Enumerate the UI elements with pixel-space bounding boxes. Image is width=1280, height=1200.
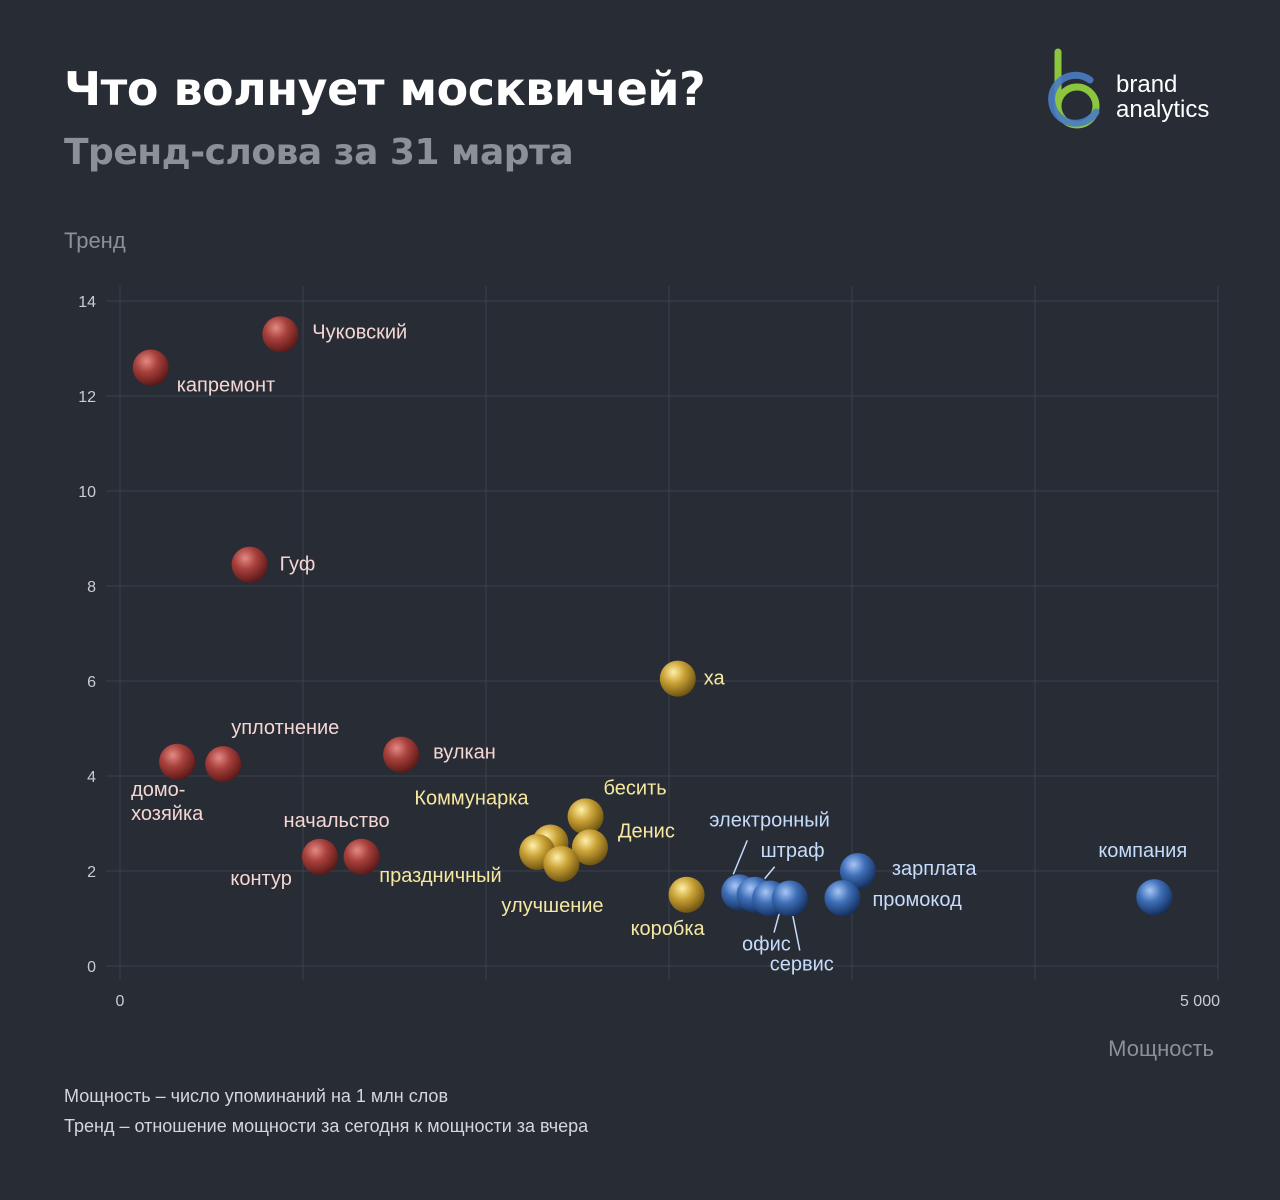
data-point-red [343,838,380,875]
data-label: контур [230,868,291,890]
data-point-red [159,743,196,780]
data-point-yellow [659,660,696,697]
data-point-blue [771,880,808,917]
data-point-yellow [567,798,604,835]
data-point-red [383,736,420,773]
data-label: ха [704,668,726,690]
data-label: промокод [872,889,962,911]
points [132,316,1173,917]
data-point-red [231,546,268,583]
data-label: праздничный [379,865,501,887]
data-point-red [132,349,169,386]
leader-line [773,910,781,933]
note-power: Мощность – число упоминаний на 1 млн сло… [64,1086,449,1106]
leader-line [732,840,748,875]
data-label: Денис [618,820,675,842]
grid [106,286,1219,980]
data-point-yellow [543,845,580,882]
data-label: капремонт [177,375,275,397]
data-label: уплотнение [231,717,339,739]
data-label: Чуковский [312,321,407,343]
data-point-yellow [668,876,705,913]
data-label: сервис [770,954,834,976]
data-label: коробка [631,918,706,940]
logo-line-1: brand [1116,71,1178,98]
data-point-blue [824,880,861,917]
data-label: вулкан [433,742,496,764]
page-subtitle: Тренд-слова за 31 марта [64,132,574,173]
y-tick-label: 0 [87,959,96,976]
data-label: компания [1098,840,1187,862]
leader-line [764,866,776,880]
brand-analytics-logo-icon [1048,48,1100,129]
data-point-blue [1136,879,1173,916]
y-tick-label: 10 [78,484,96,501]
data-label: бесить [604,777,667,799]
data-label: зарплата [892,858,978,880]
data-point-blue [839,853,876,889]
data-label: Гуф [280,554,316,576]
data-label: электронный [709,809,830,831]
data-label: штраф [761,840,825,862]
x-tick-label: 0 [116,993,125,1010]
logo-text: brand analytics [1116,72,1209,122]
ticks: 0 2 4 6 8 10 12 14 0 5 000 [78,294,1220,1010]
logo-line-2: analytics [1116,96,1210,123]
leader-lines [732,840,801,951]
data-label: улучшение [501,895,603,917]
x-axis-title: Мощность [1108,1036,1214,1061]
note-trend: Тренд – отношение мощности за сегодня к … [64,1116,589,1136]
y-tick-label: 2 [87,864,96,881]
y-tick-label: 6 [87,674,96,691]
page-title: Что волнует москвичей? [64,62,706,116]
y-tick-label: 12 [78,389,96,406]
data-label: домо-хозяйка [131,779,204,825]
y-tick-label: 4 [87,769,96,786]
data-point-red [205,746,242,783]
data-point-yellow [571,829,608,866]
y-tick-label: 14 [78,294,96,311]
data-label: офис [742,934,791,956]
scatter-chart: 0 2 4 6 8 10 12 14 0 5 000 Чуковский капремонт Гуф в… [78,286,1220,1010]
point-labels: Чуковский капремонт Гуф вулкан уплотнение дом… [131,321,1187,975]
data-point-red [262,316,299,353]
data-label: Коммунарка [414,788,529,810]
data-label: начальство [284,810,390,832]
x-tick-label: 5 000 [1180,993,1220,1010]
brand-logo: brand analytics [1044,48,1234,132]
data-point-red [301,838,338,875]
leader-line [791,910,801,951]
y-tick-label: 8 [87,579,96,596]
y-axis-title: Тренд [64,228,126,253]
